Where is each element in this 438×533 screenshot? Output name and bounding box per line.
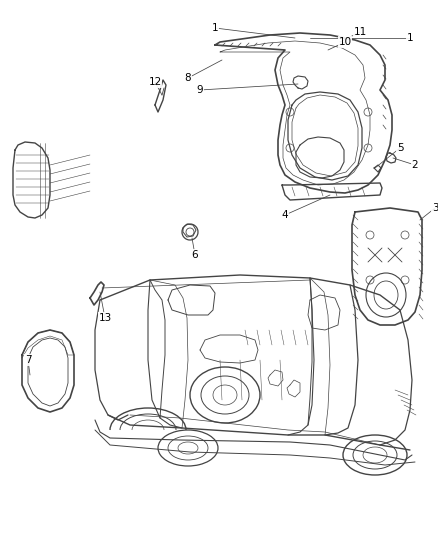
Text: 9: 9 (197, 85, 203, 95)
Text: 3: 3 (432, 203, 438, 213)
Text: 5: 5 (397, 143, 403, 153)
Text: 1: 1 (212, 23, 218, 33)
Text: 2: 2 (412, 160, 418, 170)
Text: 12: 12 (148, 77, 162, 87)
Text: 8: 8 (185, 73, 191, 83)
Text: 1: 1 (407, 33, 413, 43)
Text: 6: 6 (192, 250, 198, 260)
Text: 11: 11 (353, 27, 367, 37)
Text: 7: 7 (25, 355, 31, 365)
Text: 10: 10 (339, 37, 352, 47)
Text: 4: 4 (282, 210, 288, 220)
Text: 13: 13 (99, 313, 112, 323)
